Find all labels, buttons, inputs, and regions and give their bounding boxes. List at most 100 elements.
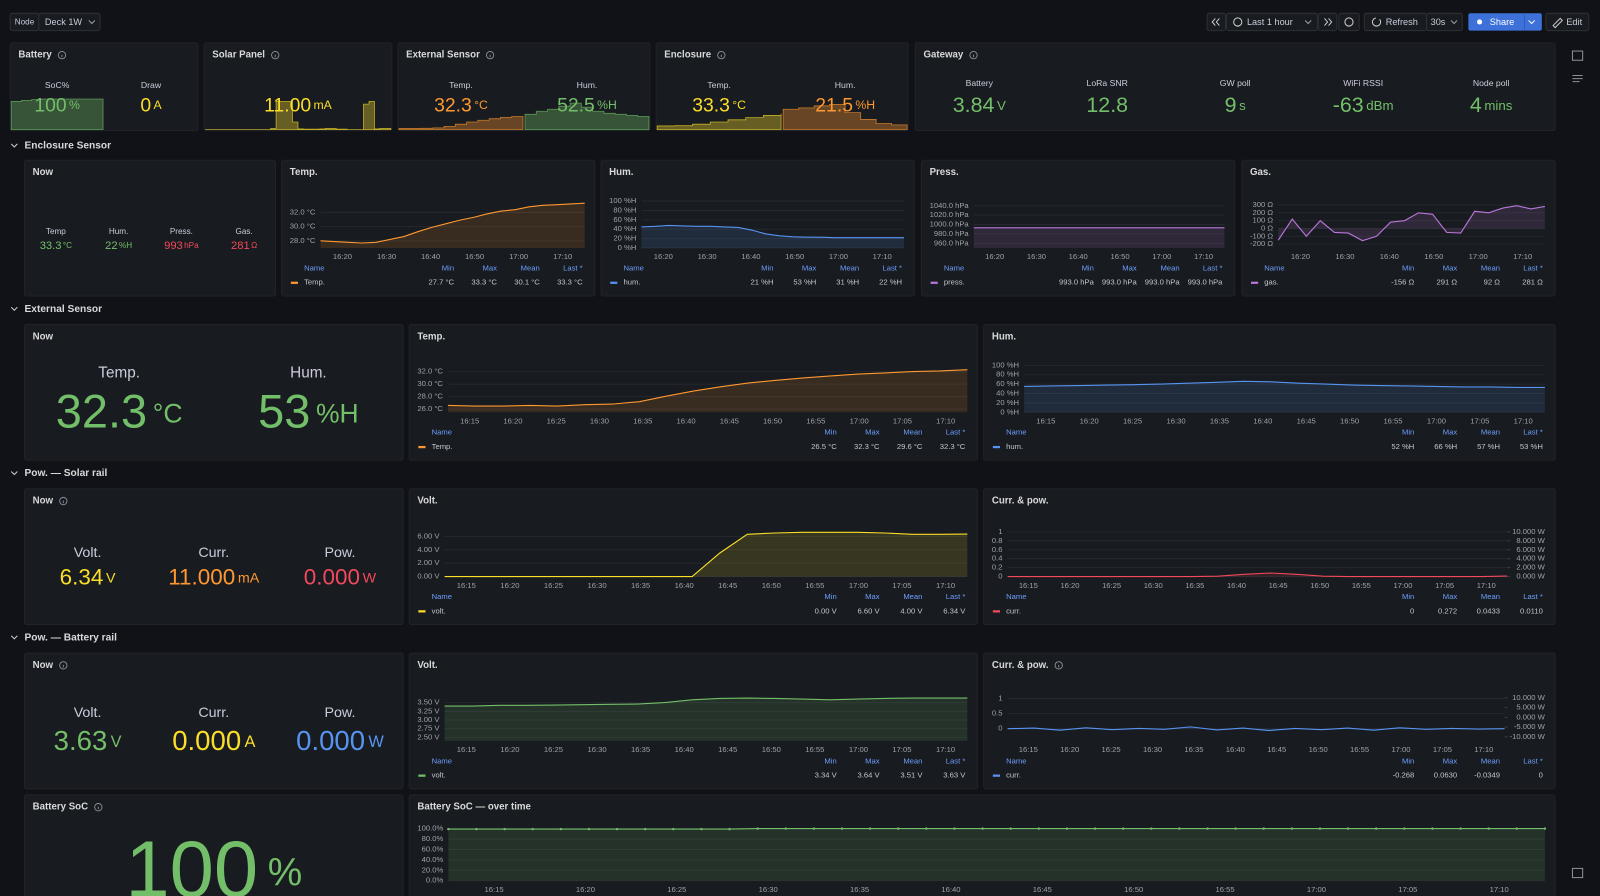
y-tick-label: 60 %H xyxy=(996,379,1019,388)
sidebar-icon[interactable] xyxy=(1572,75,1583,83)
series-point xyxy=(700,827,703,831)
series-point xyxy=(559,827,563,831)
series-point xyxy=(784,827,787,830)
x-tick-label: 16:50 xyxy=(763,416,782,425)
legend-value: 57 %H xyxy=(1477,442,1500,451)
series-point xyxy=(1262,827,1265,830)
series-area xyxy=(448,828,1545,881)
x-tick-label: 17:10 xyxy=(936,745,955,754)
x-tick-label: 17:10 xyxy=(1194,252,1213,261)
x-tick-label: 16:55 xyxy=(805,581,824,590)
stat-unit: W xyxy=(368,733,384,751)
x-tick-label: 16:45 xyxy=(1297,416,1316,425)
x-tick-label: 17:00 xyxy=(1393,581,1412,590)
info-icon xyxy=(485,51,495,60)
stat-label: Hum. xyxy=(290,365,327,382)
legend-header: Last * xyxy=(1203,263,1223,272)
edit-label[interactable]: Edit xyxy=(1566,17,1582,27)
row-title: Enclosure Sensor xyxy=(24,141,111,152)
stat-label: Press. xyxy=(170,227,193,236)
refresh-interval[interactable] xyxy=(1426,12,1463,32)
share-button[interactable] xyxy=(1468,13,1542,31)
x-tick-label: 17:10 xyxy=(1474,745,1493,754)
y2-tick-label: 5.000 W xyxy=(1516,703,1545,712)
x-tick-label: 16:30 xyxy=(1166,416,1185,425)
x-tick-label: 16:20 xyxy=(500,745,519,754)
x-tick-label: 17:05 xyxy=(892,581,911,590)
x-tick-label: 17:05 xyxy=(1433,745,1452,754)
legend-value: 21 %H xyxy=(751,278,774,287)
x-tick-label: 16:40 xyxy=(1226,745,1245,754)
legend-value: 0.00 V xyxy=(815,606,838,615)
series-line xyxy=(1007,572,1508,578)
x-tick-label: 16:25 xyxy=(1123,416,1142,425)
stat-value: 993hPa xyxy=(164,240,199,252)
x-tick-label: 16:50 xyxy=(1309,745,1328,754)
time-range[interactable]: Last 1 hour xyxy=(1247,17,1293,27)
x-tick-label: 16:40 xyxy=(1253,416,1272,425)
legend-value: -156 Ω xyxy=(1391,278,1414,287)
panel-title: Volt. xyxy=(417,496,438,507)
x-tick-label: 16:40 xyxy=(676,416,695,425)
legend-value: 33.3 °C xyxy=(471,278,497,287)
series-point xyxy=(728,827,731,831)
legend-value: 92 Ω xyxy=(1484,278,1501,287)
panel xyxy=(408,652,979,790)
y-tick-label: 6.00 V xyxy=(417,531,440,540)
y-tick-label: 28.0 °C xyxy=(417,392,443,401)
info-icon xyxy=(59,661,68,670)
x-tick-label: 16:55 xyxy=(806,416,825,425)
x-tick-label: 16:50 xyxy=(1340,416,1359,425)
y-tick-label: 0.6 xyxy=(992,545,1003,554)
series-line xyxy=(1024,380,1545,388)
stat-label: Temp. xyxy=(707,80,731,90)
x-tick-label: 16:50 xyxy=(762,581,781,590)
pencil-icon xyxy=(1552,17,1563,29)
y-tick-label: 40 %H xyxy=(613,224,636,233)
stat-label: Temp. xyxy=(449,80,473,90)
y-tick-label: 80 %H xyxy=(613,205,636,214)
legend-value: -0.268 xyxy=(1393,771,1415,780)
zoom-out-button[interactable] xyxy=(1338,12,1360,32)
legend-header: Min xyxy=(1402,592,1414,601)
x-tick-label: 17:00 xyxy=(850,416,869,425)
x-tick-label: 17:00 xyxy=(1469,252,1488,261)
x-tick-label: 17:05 xyxy=(1398,885,1417,894)
row-chevron xyxy=(10,635,18,640)
series-point xyxy=(897,827,900,830)
legend-header: Max xyxy=(1122,263,1137,272)
share-label[interactable]: Share xyxy=(1490,17,1514,27)
variable-value[interactable]: Deck 1W xyxy=(45,17,83,27)
sidebar-icon[interactable] xyxy=(1571,50,1584,61)
x-tick-label: 16:25 xyxy=(667,885,686,894)
refresh-label[interactable]: Refresh xyxy=(1386,17,1418,27)
legend-name: gas. xyxy=(1264,278,1278,287)
x-tick-label: 17:10 xyxy=(936,416,955,425)
row-chevron xyxy=(10,306,18,311)
x-tick-label: 16:55 xyxy=(1216,885,1235,894)
x-tick-label: 17:05 xyxy=(892,745,911,754)
stat-unit: mA xyxy=(313,98,332,112)
y-tick-label: -100 Ω xyxy=(1250,231,1273,240)
stat-value: 0.000 W xyxy=(296,725,384,756)
refresh-interval-label[interactable]: 30s xyxy=(1431,17,1446,27)
sidebar-icon[interactable] xyxy=(1571,867,1584,879)
variable-select[interactable] xyxy=(38,12,101,32)
time-picker[interactable] xyxy=(1226,12,1318,32)
panel-title: Hum. xyxy=(609,167,634,178)
y-tick-label: 26.0 °C xyxy=(417,404,443,413)
legend-name: hum. xyxy=(1006,442,1023,451)
chevron xyxy=(1450,20,1458,25)
stat-value: 11.00 mA xyxy=(264,94,333,116)
series-area xyxy=(444,698,968,741)
y-tick-label: 0.2 xyxy=(992,563,1003,572)
legend-value: 53 %H xyxy=(1520,442,1543,451)
legend-value: 993.0 hPa xyxy=(1188,278,1224,287)
stat-label: Curr. xyxy=(198,705,229,721)
x-tick-label: 16:20 xyxy=(1060,581,1079,590)
x-tick-label: 17:10 xyxy=(873,252,892,261)
y-tick-label: 80.0% xyxy=(422,834,444,843)
x-tick-label: 17:00 xyxy=(849,581,868,590)
y-tick-label: 80 %H xyxy=(996,370,1019,379)
